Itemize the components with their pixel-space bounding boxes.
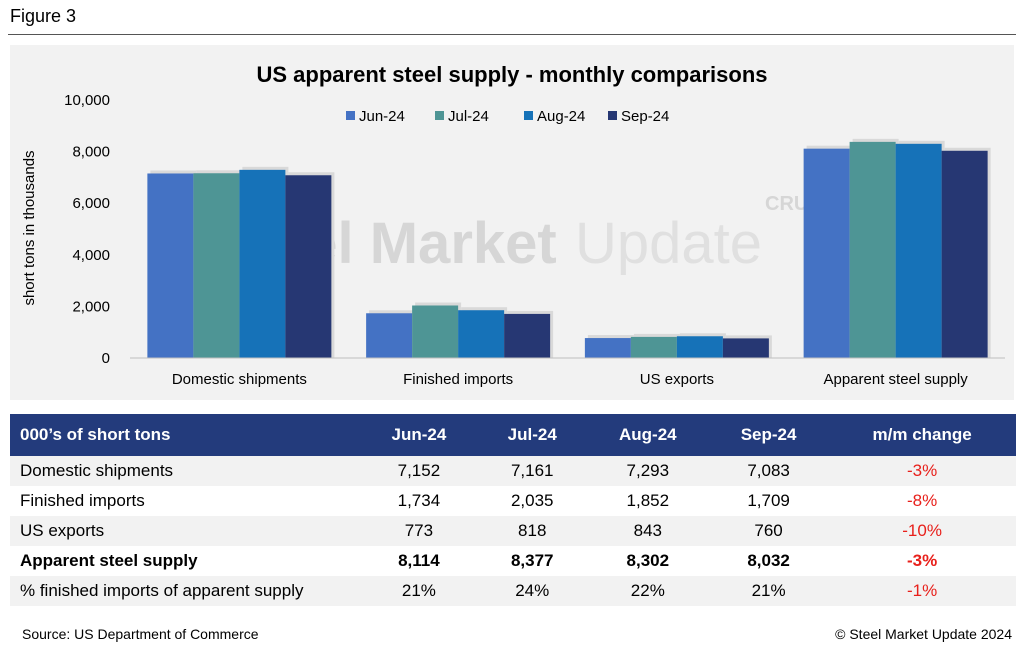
cell-change: -3% — [907, 551, 938, 570]
x-tick-label: Domestic shipments — [172, 371, 307, 388]
cell-sep: 1,709 — [747, 491, 790, 510]
axis-layer: Domestic shipments Finished imports US exp… — [64, 92, 1005, 388]
legend-swatch — [346, 111, 355, 120]
watermark-badge: CRU — [765, 193, 808, 215]
figure-label: Figure 3 — [10, 6, 77, 26]
cell-jul: 2,035 — [510, 491, 554, 510]
top-rule — [8, 34, 1016, 35]
bar-jun-24-3 — [803, 148, 850, 358]
legend-swatch — [524, 111, 533, 120]
legend-label: Jun-24 — [359, 108, 405, 125]
watermark-text-light: Update — [575, 211, 762, 276]
cell-change: -8% — [907, 491, 938, 510]
cell-jul: 24% — [477, 576, 587, 606]
row-label: Apparent steel supply — [20, 551, 198, 570]
row-label: Domestic shipments — [10, 456, 360, 486]
bar-jun-24-0 — [147, 173, 194, 358]
bars-layer — [147, 138, 991, 358]
cell-change: -10% — [828, 516, 1016, 546]
table-row: Finished imports 1,734 2,035 1,852 1,709… — [10, 486, 1016, 516]
table-header-aug: Aug-24 — [586, 414, 709, 456]
bar-aug-24-3 — [895, 143, 942, 358]
chart-panel: Steel Market Update CRU Domestic shipmen… — [10, 45, 1014, 400]
row-label: US exports — [10, 516, 360, 546]
cell-aug: 8,302 — [626, 551, 670, 570]
y-tick-label: 10,000 — [64, 92, 110, 109]
bar-jul-24-2 — [630, 336, 677, 358]
chart-title: US apparent steel supply - monthly compa… — [257, 62, 768, 87]
cell-sep: 8,032 — [747, 551, 790, 570]
bar-aug-24-1 — [458, 310, 505, 358]
bar-sep-24-3 — [941, 150, 988, 358]
bar-sep-24-2 — [722, 338, 769, 358]
cell-jun: 1,734 — [397, 491, 441, 510]
cell-jun: 21% — [360, 576, 478, 606]
row-label: % finished imports of apparent supply — [10, 576, 360, 606]
table-row: % finished imports of apparent supply 21… — [10, 576, 1016, 606]
y-tick-label: 6,000 — [72, 195, 110, 212]
cell-jun: 773 — [360, 516, 478, 546]
legend-swatch — [435, 111, 444, 120]
y-tick-label: 4,000 — [72, 247, 110, 264]
legend-label: Sep-24 — [621, 108, 669, 125]
x-tick-label: Apparent steel supply — [823, 371, 968, 388]
cell-aug: 22% — [586, 576, 709, 606]
bar-sep-24-1 — [504, 313, 551, 358]
bar-aug-24-0 — [239, 169, 286, 358]
y-tick-label: 0 — [102, 350, 110, 367]
table-row: Apparent steel supply 8,114 8,377 8,302 … — [10, 546, 1016, 576]
cell-change: -1% — [828, 576, 1016, 606]
y-tick-label: 2,000 — [72, 298, 110, 315]
bar-chart: Steel Market Update CRU Domestic shipmen… — [21, 62, 1005, 388]
row-label: Finished imports — [20, 491, 145, 510]
chart-legend: Jun-24 Jul-24 Aug-24 Sep-24 — [346, 108, 669, 125]
x-tick-label: Finished imports — [403, 371, 513, 388]
y-tick-label: 8,000 — [72, 144, 110, 161]
table-header-jun: Jun-24 — [360, 414, 478, 456]
cell-aug: 7,293 — [586, 456, 709, 486]
bar-jul-24-0 — [193, 173, 240, 358]
bar-jun-24-1 — [366, 313, 413, 358]
y-axis-label: short tons in thousands — [21, 150, 38, 305]
bar-aug-24-2 — [676, 336, 723, 358]
cell-aug: 843 — [586, 516, 709, 546]
table-header-sep: Sep-24 — [708, 414, 829, 456]
data-table: 000’s of short tons Jun-24 Jul-24 Aug-24… — [10, 414, 1016, 606]
cell-sep: 760 — [708, 516, 829, 546]
cell-sep: 7,083 — [708, 456, 829, 486]
table-row: US exports 773 818 843 760 -10% — [10, 516, 1016, 546]
table-header-label: 000’s of short tons — [10, 414, 360, 456]
cell-aug: 1,852 — [626, 491, 670, 510]
legend-swatch — [608, 111, 617, 120]
table-header-jul: Jul-24 — [477, 414, 587, 456]
legend-label: Aug-24 — [537, 108, 585, 125]
table-header-row: 000’s of short tons Jun-24 Jul-24 Aug-24… — [10, 414, 1016, 456]
bar-jun-24-2 — [584, 338, 631, 358]
cell-jul: 8,377 — [510, 551, 554, 570]
copyright-note: © Steel Market Update 2024 — [835, 626, 1012, 642]
bar-jul-24-3 — [849, 141, 896, 358]
table-row: Domestic shipments 7,152 7,161 7,293 7,0… — [10, 456, 1016, 486]
x-tick-label: US exports — [640, 371, 714, 388]
source-note: Source: US Department of Commerce — [22, 626, 259, 642]
legend-label: Jul-24 — [448, 108, 489, 125]
bar-jul-24-1 — [412, 305, 459, 358]
cell-jul: 7,161 — [477, 456, 587, 486]
cell-jun: 8,114 — [398, 551, 440, 570]
cell-change: -3% — [828, 456, 1016, 486]
cell-jul: 818 — [477, 516, 587, 546]
cell-jun: 7,152 — [360, 456, 478, 486]
bar-sep-24-0 — [285, 175, 332, 358]
table-header-change: m/m change — [828, 414, 1016, 456]
cell-sep: 21% — [708, 576, 829, 606]
